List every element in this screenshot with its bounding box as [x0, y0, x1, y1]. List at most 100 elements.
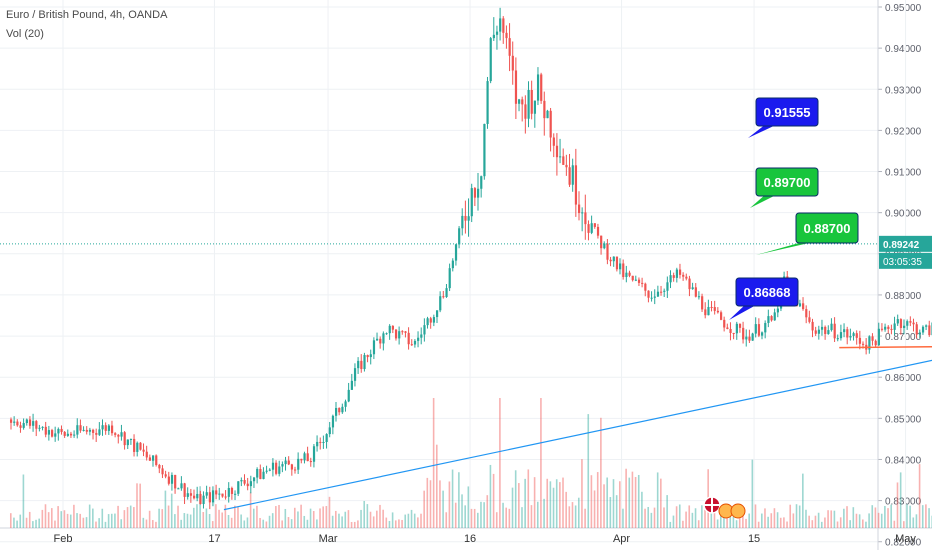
candle-body — [581, 212, 584, 214]
volume-bar — [85, 517, 88, 528]
volume-bar — [205, 508, 208, 528]
volume-bar — [426, 477, 429, 528]
candle-body — [694, 287, 697, 297]
candle-body — [798, 303, 802, 307]
volume-bar — [369, 511, 372, 528]
volume-bar — [451, 469, 454, 528]
volume-bar — [69, 514, 72, 528]
volume-bar — [713, 511, 716, 528]
candle-body — [82, 429, 85, 431]
candle-body — [893, 323, 896, 330]
candle-body — [211, 490, 215, 503]
volume-bar — [221, 512, 224, 528]
volume-bar — [120, 519, 123, 528]
candle-body — [426, 318, 429, 326]
candle-body — [868, 336, 871, 350]
volume-bar — [786, 521, 788, 528]
volume-bar — [227, 514, 230, 528]
price-axis-label: 0.94000 — [885, 44, 922, 55]
price-axis-label: 0.92000 — [885, 126, 922, 137]
candle-body — [439, 296, 442, 311]
volume-bar — [641, 491, 643, 528]
volume-bar — [549, 481, 552, 528]
candle-body — [423, 325, 426, 335]
bar-countdown: 03:05:35 — [883, 257, 922, 268]
candle-body — [619, 263, 622, 270]
volume-bar — [208, 514, 211, 528]
candle-body — [145, 451, 148, 458]
volume-bar — [398, 519, 400, 528]
volume-bar — [435, 444, 438, 528]
volume-bar — [347, 510, 350, 528]
volume-bar — [297, 511, 299, 528]
candle-body — [376, 338, 379, 341]
candle-body — [830, 323, 833, 331]
candle-body — [663, 290, 666, 292]
candle-body — [527, 89, 530, 119]
volume-bar — [161, 509, 164, 528]
candle-body — [732, 332, 735, 334]
candle-body — [107, 425, 111, 431]
candle-body — [600, 235, 603, 249]
candle-body — [335, 407, 338, 416]
candle-body — [186, 493, 189, 497]
candle-body — [587, 224, 590, 233]
volume-bar — [574, 505, 577, 528]
candle-body — [366, 355, 369, 358]
volume-bar — [22, 474, 25, 528]
price-axis-label: 0.93000 — [885, 85, 922, 96]
volume-bar — [600, 417, 602, 528]
candle-body — [757, 324, 761, 336]
candle-body — [502, 18, 505, 33]
candle-body — [79, 425, 82, 431]
volume-bar — [325, 506, 328, 528]
candle-body — [928, 325, 931, 336]
volume-bar — [735, 520, 738, 528]
volume-bar — [584, 508, 586, 528]
volume-bar — [827, 510, 829, 528]
candle-body — [890, 328, 893, 330]
volume-bar — [379, 504, 381, 528]
candle-body — [268, 469, 271, 471]
candle-body — [227, 487, 230, 497]
volume-bar — [565, 491, 567, 528]
volume-bar — [606, 477, 608, 528]
volume-bar — [555, 479, 558, 528]
volume-bar — [407, 513, 410, 528]
volume-bar — [259, 517, 261, 528]
volume-bar — [265, 521, 268, 528]
volume-bar — [177, 505, 179, 528]
candle-body — [309, 461, 312, 463]
candle-body — [240, 480, 243, 482]
candle-body — [921, 326, 925, 333]
volume-bar — [461, 494, 463, 528]
volume-bar — [477, 512, 479, 528]
volume-bar — [726, 512, 728, 528]
volume-bar — [533, 477, 536, 528]
volume-bar — [502, 502, 504, 528]
volume-bar — [410, 509, 413, 528]
volume-bar — [454, 502, 457, 528]
candle-body — [129, 438, 133, 440]
time-axis-label: Feb — [54, 533, 73, 545]
candle-body — [909, 321, 912, 323]
volume-bar — [634, 477, 637, 528]
volume-bar — [738, 514, 741, 528]
volume-bar — [211, 521, 214, 528]
candle-body — [407, 332, 410, 345]
candle-body — [170, 474, 174, 484]
candle-body — [644, 283, 647, 291]
volume-bar — [404, 514, 407, 528]
candle-body — [710, 306, 713, 308]
candle-body — [858, 337, 862, 344]
candle-body — [353, 368, 357, 381]
volume-bar — [896, 482, 899, 528]
candle-body — [243, 480, 246, 484]
time-axis-label: 16 — [464, 533, 476, 545]
candle-body — [319, 441, 322, 443]
candle-body — [846, 329, 849, 338]
volume-bar — [262, 519, 265, 528]
candle-body — [88, 429, 92, 432]
